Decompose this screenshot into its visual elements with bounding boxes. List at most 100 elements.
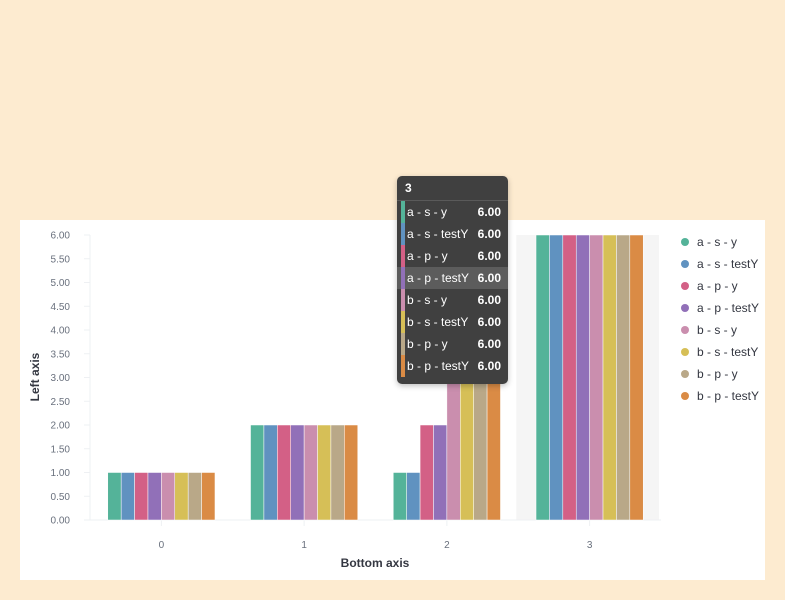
- tooltip-row: b - s - testY 6.00: [397, 311, 508, 333]
- tooltip-row: b - p - testY 6.00: [397, 355, 508, 377]
- y-tick-label: 0.50: [51, 492, 71, 503]
- x-axis-title: Bottom axis: [341, 556, 410, 570]
- legend-swatch: [681, 392, 689, 400]
- bar[interactable]: [602, 234, 617, 521]
- x-tick-label: 0: [159, 540, 165, 551]
- tooltip-header: 3: [397, 176, 508, 201]
- bar[interactable]: [147, 472, 162, 521]
- tooltip-row: a - s - testY 6.00: [397, 223, 508, 245]
- tooltip-value: 6.00: [477, 293, 501, 307]
- bar[interactable]: [616, 234, 631, 521]
- chart-panel: 0.00 0.50 1.00 1.50 2.00 2.50 3.00 3.50 4.00 4.50…: [20, 220, 765, 580]
- tooltip-swatch: [401, 245, 405, 267]
- y-tick-label: 3.50: [51, 349, 71, 360]
- y-tick-label: 6.00: [51, 231, 71, 242]
- bar[interactable]: [174, 472, 189, 521]
- y-tick-label: 5.50: [51, 254, 71, 265]
- bar[interactable]: [549, 234, 564, 521]
- tooltip-swatch: [401, 201, 405, 223]
- bar[interactable]: [406, 472, 421, 521]
- y-tick-label: 4.50: [51, 302, 71, 313]
- tooltip-label: a - p - y: [407, 249, 448, 263]
- y-tick-label: 4.00: [51, 326, 71, 337]
- tooltip-label: b - p - testY: [407, 359, 470, 373]
- tooltip-value: 6.00: [477, 337, 501, 351]
- bar[interactable]: [419, 424, 434, 521]
- bar[interactable]: [344, 424, 358, 521]
- bar[interactable]: [433, 424, 448, 521]
- tooltip-label: a - s - testY: [407, 227, 469, 241]
- bar[interactable]: [201, 472, 216, 521]
- bar[interactable]: [393, 472, 407, 521]
- y-tick-label: 2.00: [51, 421, 71, 432]
- tooltip-swatch: [401, 223, 405, 245]
- tooltip-swatch: [401, 355, 405, 377]
- tooltip-row: b - p - y 6.00: [397, 333, 508, 355]
- chart-tooltip: 3 a - s - y 6.00 a - s - testY 6.00 a - p - …: [397, 176, 508, 384]
- y-tick-label: 1.00: [51, 468, 71, 479]
- legend-swatch: [681, 326, 689, 334]
- x-tick-label: 3: [587, 540, 593, 551]
- tooltip-value: 6.00: [477, 271, 501, 285]
- legend-swatch: [681, 348, 689, 356]
- bar[interactable]: [562, 234, 577, 521]
- y-tick-label: 5.00: [51, 278, 71, 289]
- tooltip-label: a - p - testY: [407, 271, 470, 285]
- tooltip-swatch: [401, 267, 405, 289]
- bar[interactable]: [290, 424, 305, 521]
- tooltip-row: b - s - y 6.00: [397, 289, 508, 311]
- bar[interactable]: [134, 472, 149, 521]
- legend-swatch: [681, 304, 689, 312]
- tooltip-rows: a - s - y 6.00 a - s - testY 6.00 a - p - y 6…: [397, 201, 508, 377]
- y-tick-label: 2.50: [51, 397, 71, 408]
- legend-item-label[interactable]: a - p - y: [697, 279, 738, 293]
- bar[interactable]: [575, 234, 590, 521]
- legend-item-label[interactable]: a - s - testY: [697, 257, 758, 271]
- tooltip-swatch: [401, 311, 405, 333]
- bar[interactable]: [250, 424, 265, 521]
- tooltip-label: b - s - testY: [407, 315, 469, 329]
- bar[interactable]: [263, 424, 278, 521]
- bar[interactable]: [629, 234, 644, 521]
- tooltip-value: 6.00: [477, 359, 501, 373]
- bar[interactable]: [535, 234, 550, 521]
- tooltip-swatch: [401, 289, 405, 311]
- tooltip-label: b - s - y: [407, 293, 448, 307]
- bar-chart: 0.00 0.50 1.00 1.50 2.00 2.50 3.00 3.50 4.00 4.50…: [28, 231, 759, 571]
- tooltip-label: b - p - y: [407, 337, 448, 351]
- bar[interactable]: [120, 472, 135, 521]
- tooltip-row: a - s - y 6.00: [397, 201, 508, 223]
- y-tick-label: 1.50: [51, 444, 71, 455]
- legend-item-label[interactable]: a - p - testY: [697, 301, 759, 315]
- legend-item-label[interactable]: b - s - y: [697, 323, 737, 337]
- tooltip-swatch: [401, 333, 405, 355]
- tooltip-row: a - p - testY 6.00: [397, 267, 508, 289]
- legend-swatch: [681, 238, 689, 246]
- legend-item-label[interactable]: b - s - testY: [697, 345, 758, 359]
- bar[interactable]: [589, 234, 604, 521]
- tooltip-label: a - s - y: [407, 205, 448, 219]
- bar[interactable]: [317, 424, 332, 521]
- legend-item-label[interactable]: b - p - testY: [697, 389, 759, 403]
- y-tick-label: 0.00: [51, 516, 71, 527]
- bar[interactable]: [277, 424, 291, 521]
- tooltip-value: 6.00: [477, 315, 501, 329]
- bar[interactable]: [187, 472, 202, 521]
- bar[interactable]: [161, 472, 176, 521]
- legend-swatch: [681, 260, 689, 268]
- legend-swatch: [681, 370, 689, 378]
- x-tick-label: 1: [301, 540, 307, 551]
- bar[interactable]: [303, 424, 318, 521]
- legend-item-label[interactable]: b - p - y: [697, 367, 738, 381]
- bar[interactable]: [107, 472, 122, 521]
- tooltip-row: a - p - y 6.00: [397, 245, 508, 267]
- tooltip-value: 6.00: [477, 249, 501, 263]
- x-tick-label: 2: [444, 540, 450, 551]
- tooltip-value: 6.00: [477, 205, 501, 219]
- tooltip-value: 6.00: [477, 227, 501, 241]
- legend-item-label[interactable]: a - s - y: [697, 235, 737, 249]
- bar[interactable]: [330, 424, 345, 521]
- legend-swatch: [681, 282, 689, 290]
- y-tick-label: 3.00: [51, 373, 71, 384]
- y-axis-title: Left axis: [28, 352, 42, 401]
